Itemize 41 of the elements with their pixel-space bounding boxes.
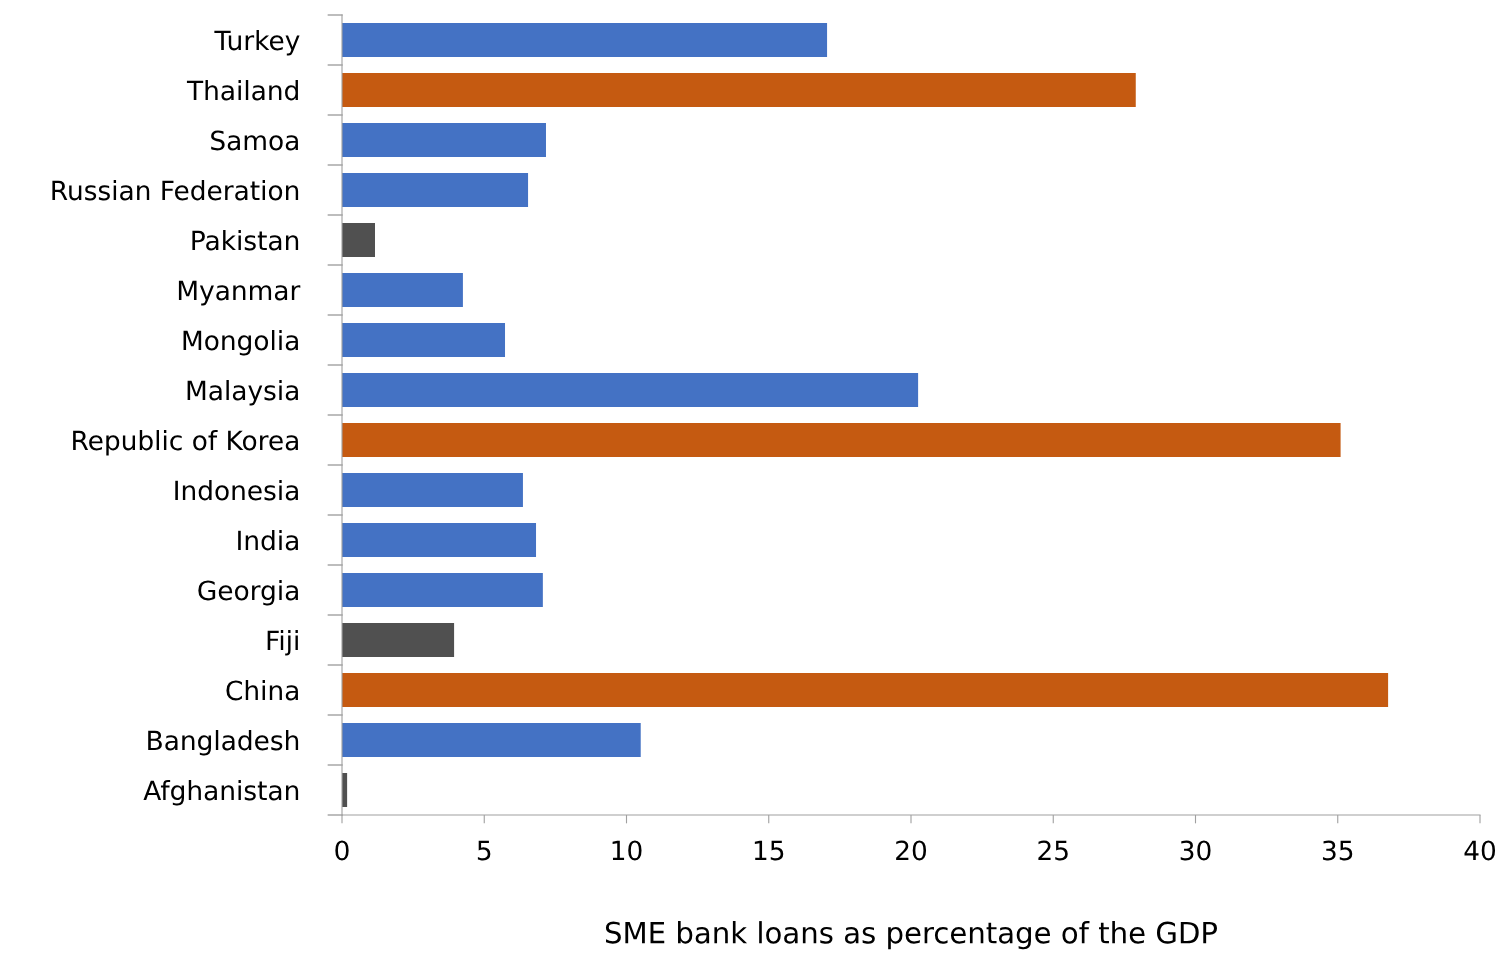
bar	[342, 373, 919, 407]
bar	[342, 123, 546, 157]
x-tick-label: 15	[754, 840, 784, 861]
bar	[342, 323, 506, 357]
x-tick-label: 10	[612, 840, 642, 861]
y-tick-label: Georgia	[198, 579, 298, 606]
x-tick-label: 30	[1180, 840, 1211, 861]
bar	[342, 523, 537, 557]
x-axis-title: SME bank loans as percentage of the GDP	[605, 921, 1217, 950]
y-tick-label: Malaysia	[187, 379, 298, 406]
bar	[342, 673, 1389, 707]
bar	[342, 273, 463, 307]
y-tick-label: Indonesia	[175, 479, 298, 501]
bar	[342, 73, 1136, 107]
y-tick-label: Republic of Korea	[73, 429, 298, 456]
x-tick-label: 20	[896, 840, 927, 861]
bar	[342, 23, 828, 57]
bar	[342, 473, 523, 507]
bar	[342, 573, 543, 607]
y-tick-label: Turkey	[214, 29, 300, 56]
y-tick-label: Afghanistan	[143, 779, 299, 806]
bar	[342, 723, 641, 757]
y-tick-label: Pakistan	[192, 229, 299, 251]
x-tick-label: 35	[1322, 840, 1353, 861]
bar	[342, 173, 529, 207]
y-tick-label: Samoa	[211, 130, 298, 151]
y-tick-label: Russian Federation	[52, 179, 299, 201]
x-tick-label: 0	[335, 840, 349, 861]
y-tick-label: China	[226, 679, 298, 701]
x-tick-label: 5	[477, 840, 491, 861]
y-tick-label: Fiji	[267, 629, 298, 656]
y-tick-label: India	[238, 529, 298, 551]
y-tick-label: Mongolia	[183, 329, 298, 356]
x-tick-label: 25	[1038, 840, 1068, 861]
y-tick-label: Thailand	[186, 79, 298, 101]
bar	[342, 223, 375, 257]
x-tick-label: 40	[1464, 840, 1496, 861]
bar	[342, 423, 1341, 457]
y-tick-label: Bangladesh	[148, 729, 299, 756]
y-tick-label: Myanmar	[178, 280, 301, 306]
bar	[342, 623, 455, 657]
